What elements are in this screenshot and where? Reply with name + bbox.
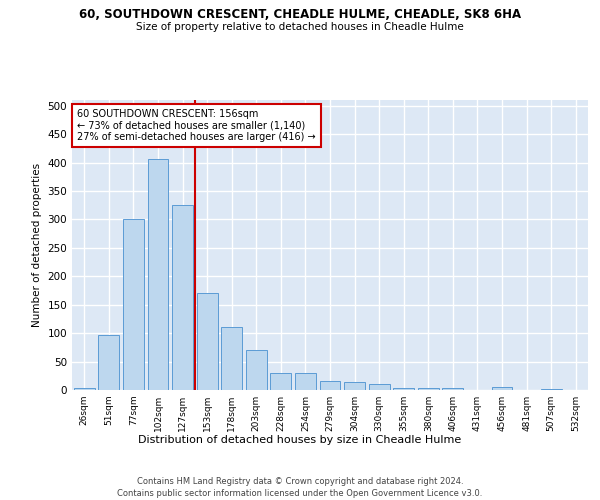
Text: Size of property relative to detached houses in Cheadle Hulme: Size of property relative to detached ho… (136, 22, 464, 32)
Bar (393, 388, 414, 390)
Bar (221, 328, 242, 390)
Bar (491, 387, 512, 390)
Text: Contains HM Land Registry data © Crown copyright and database right 2024.: Contains HM Land Registry data © Crown c… (137, 478, 463, 486)
Bar (197, 294, 218, 390)
Text: 60, SOUTHDOWN CRESCENT, CHEADLE HULME, CHEADLE, SK8 6HA: 60, SOUTHDOWN CRESCENT, CHEADLE HULME, C… (79, 8, 521, 20)
Bar (320, 381, 340, 390)
Bar (442, 388, 463, 390)
Bar (295, 373, 316, 390)
Bar (123, 220, 144, 390)
Text: Contains public sector information licensed under the Open Government Licence v3: Contains public sector information licen… (118, 489, 482, 498)
Bar (148, 159, 169, 390)
Bar (246, 350, 267, 390)
Bar (98, 335, 119, 390)
Bar (344, 382, 365, 390)
Bar (74, 388, 95, 390)
Bar (271, 373, 292, 390)
Bar (418, 388, 439, 390)
Text: Distribution of detached houses by size in Cheadle Hulme: Distribution of detached houses by size … (139, 435, 461, 445)
Bar (368, 384, 389, 390)
Y-axis label: Number of detached properties: Number of detached properties (32, 163, 42, 327)
Bar (172, 205, 193, 390)
Bar (541, 389, 562, 390)
Text: 60 SOUTHDOWN CRESCENT: 156sqm
← 73% of detached houses are smaller (1,140)
27% o: 60 SOUTHDOWN CRESCENT: 156sqm ← 73% of d… (77, 108, 316, 142)
